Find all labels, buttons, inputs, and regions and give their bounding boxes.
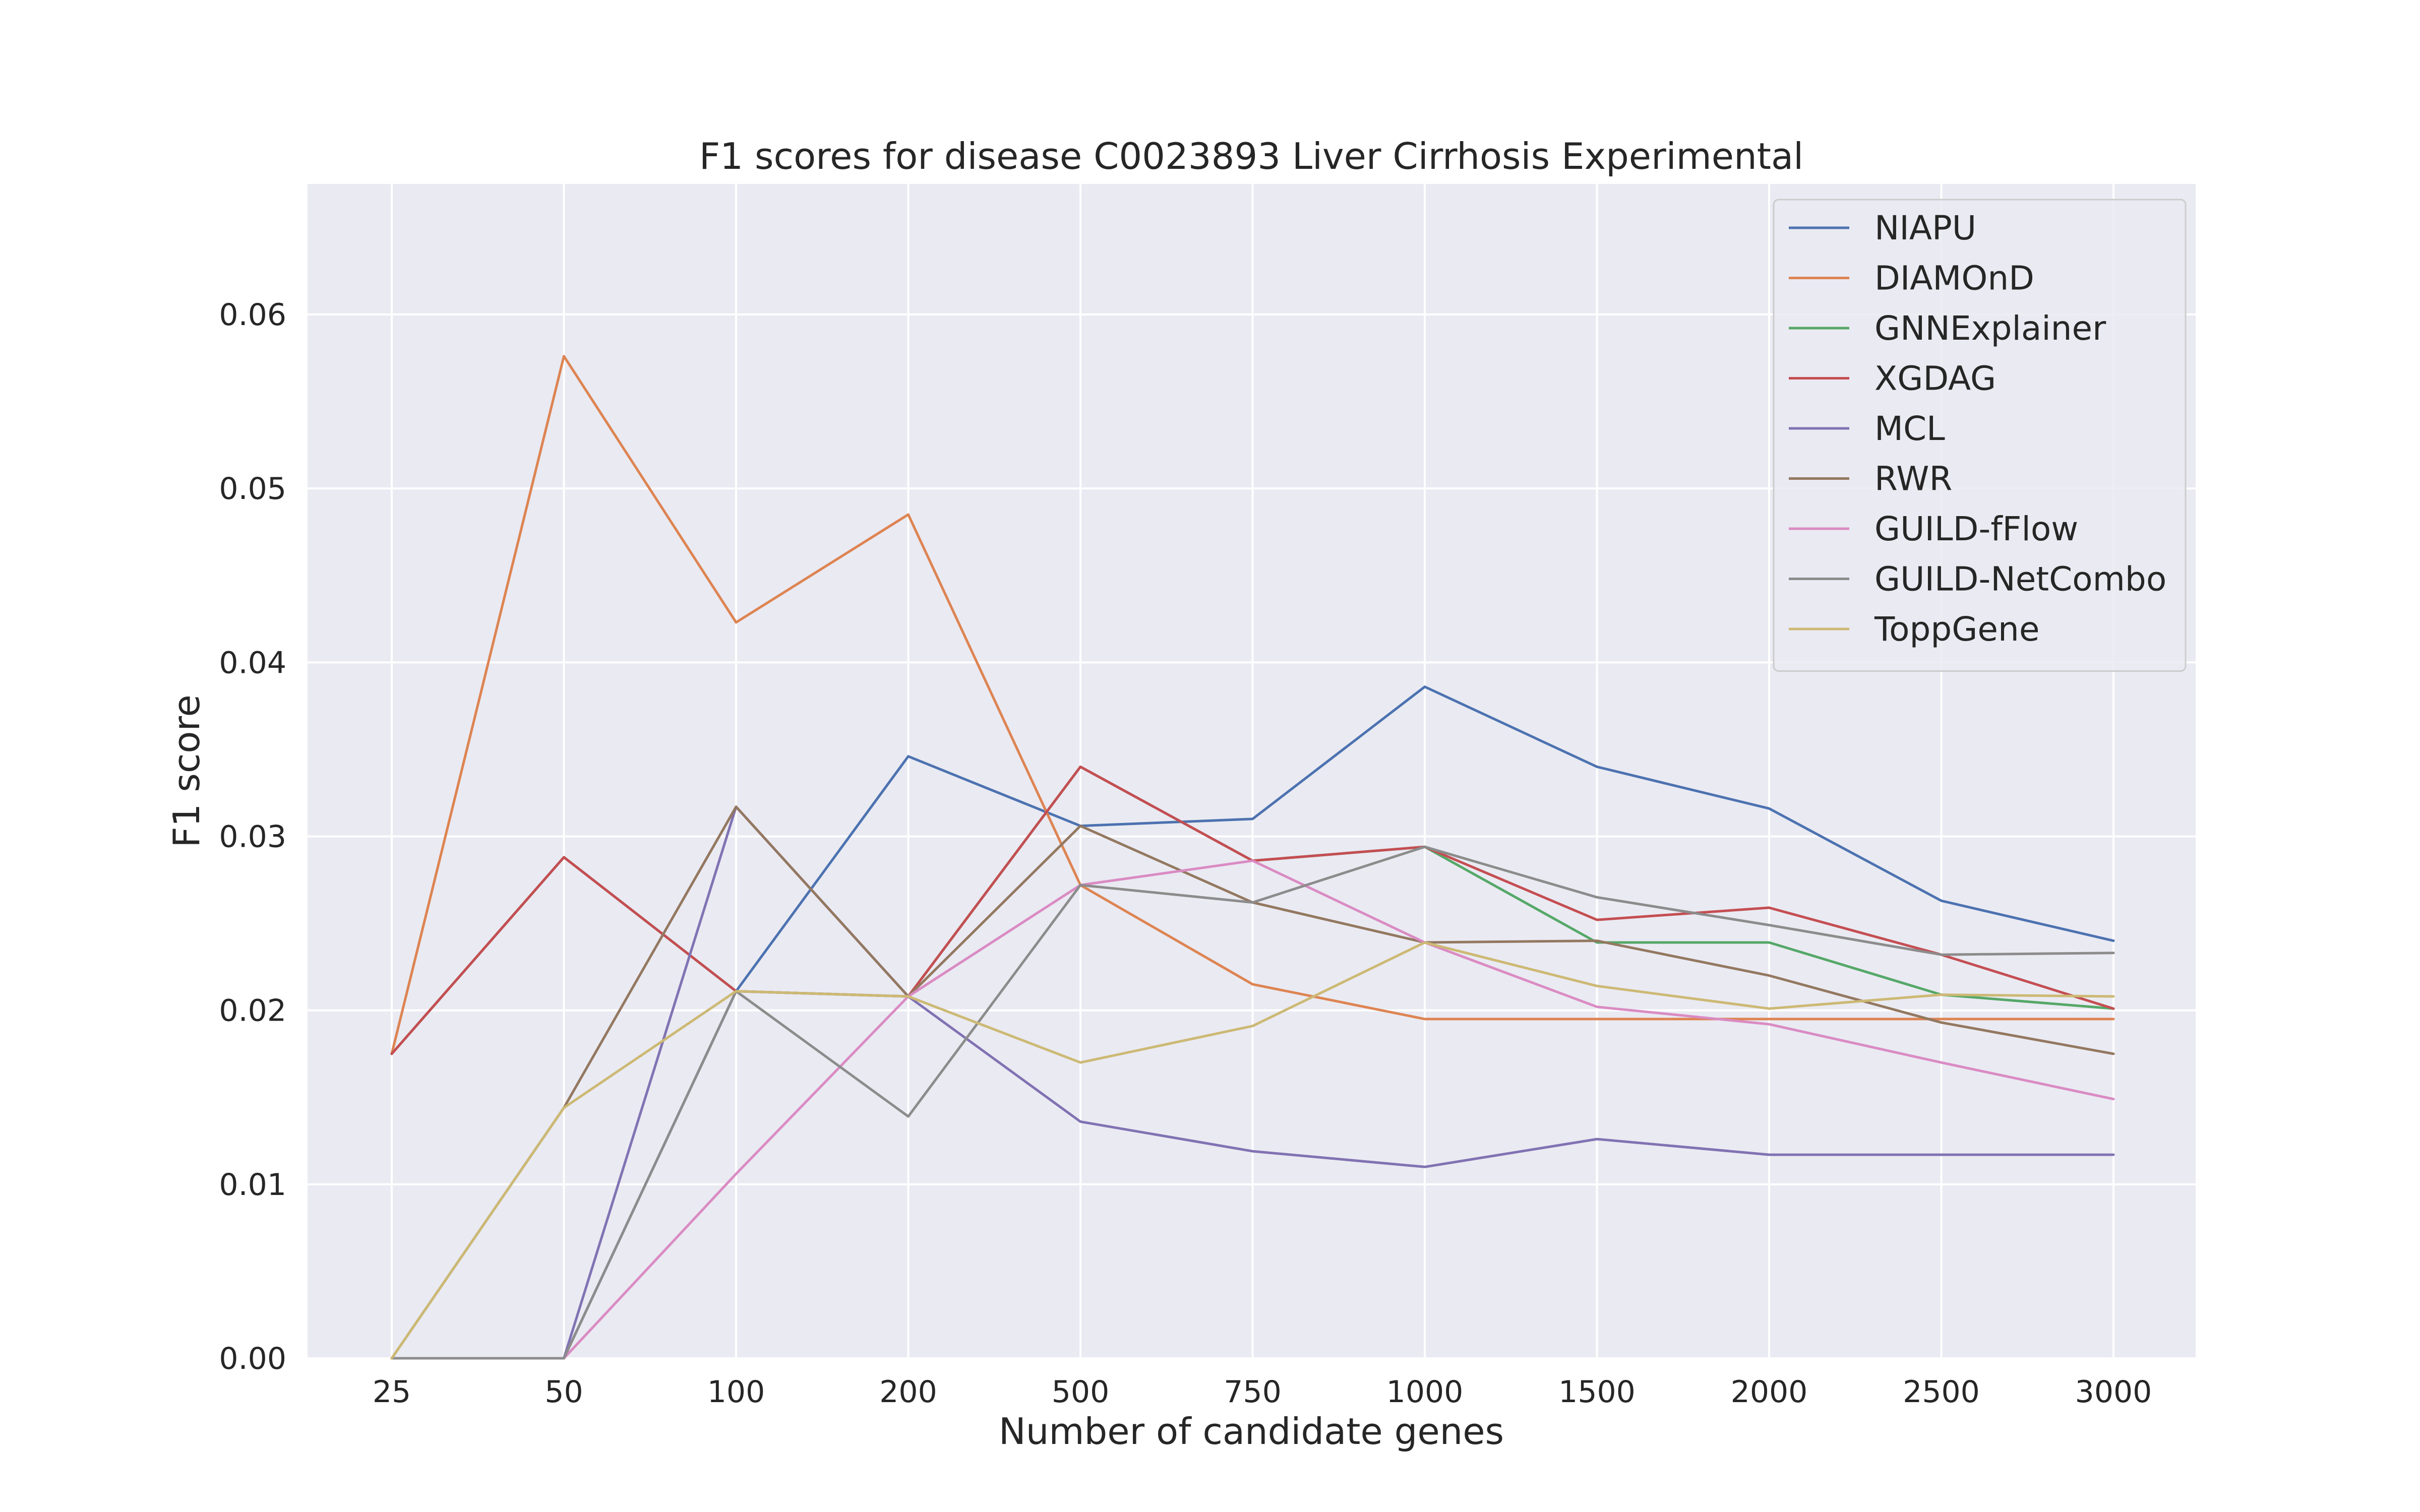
x-tick-label: 1000 (1386, 1374, 1464, 1410)
x-tick-label: 200 (879, 1374, 937, 1410)
y-axis-label: F1 score (165, 695, 208, 848)
series-line-toppgene (390, 941, 2115, 1360)
legend-label-xgdag: XGDAG (1874, 359, 1996, 398)
legend-label-rwr: RWR (1874, 460, 1952, 498)
legend-label-niapu: NIAPU (1874, 209, 1976, 247)
legend-label-guild-netcombo: GUILD-NetCombo (1874, 560, 2166, 599)
legend-label-diamond: DIAMOnD (1874, 259, 2034, 298)
chart-title: F1 scores for disease C0023893 Liver Cir… (699, 135, 1803, 177)
x-axis-label: Number of candidate genes (999, 1410, 1504, 1453)
y-tick-label: 0.03 (219, 819, 286, 854)
x-axis-ticks: 25 50 100 200 500 750 1000 1500 2000 2500 3000 (373, 1374, 2152, 1410)
y-tick-label: 0.05 (219, 471, 286, 507)
series-layer (390, 355, 2115, 1360)
x-tick-label: 1500 (1558, 1374, 1636, 1410)
series-line-diamond (390, 355, 2115, 1055)
x-tick-label: 2500 (1903, 1374, 1980, 1410)
series-line-mcl (390, 805, 2115, 1360)
legend: NIAPU DIAMOnD GNNExplainer XGDAG MCL RWR GUILD… (1773, 199, 2187, 672)
x-tick-label: 25 (373, 1374, 411, 1410)
x-tick-label: 3000 (2075, 1374, 2152, 1410)
legend-label-gnnexplainer: GNNExplainer (1874, 309, 2106, 348)
x-tick-label: 50 (544, 1374, 583, 1410)
y-tick-label: 0.04 (219, 645, 286, 680)
series-line-guild-fflow (390, 859, 2115, 1360)
legend-label-toppgene: ToppGene (1874, 610, 2039, 649)
y-tick-label: 0.06 (219, 297, 286, 333)
x-tick-label: 750 (1224, 1374, 1282, 1410)
y-axis-ticks: 0.00 0.01 0.02 0.03 0.04 0.05 0.06 (219, 297, 286, 1376)
y-tick-label: 0.00 (219, 1341, 286, 1376)
legend-box (1773, 199, 2187, 672)
x-tick-label: 2000 (1731, 1374, 1808, 1410)
x-tick-label: 500 (1052, 1374, 1110, 1410)
legend-label-mcl: MCL (1874, 409, 1945, 448)
series-line-guild-netcombo (390, 845, 2115, 1360)
y-tick-label: 0.02 (219, 993, 286, 1029)
y-tick-label: 0.01 (219, 1167, 286, 1203)
x-tick-label: 100 (707, 1374, 765, 1410)
legend-label-guild-fflow: GUILD-fFlow (1874, 510, 2078, 548)
